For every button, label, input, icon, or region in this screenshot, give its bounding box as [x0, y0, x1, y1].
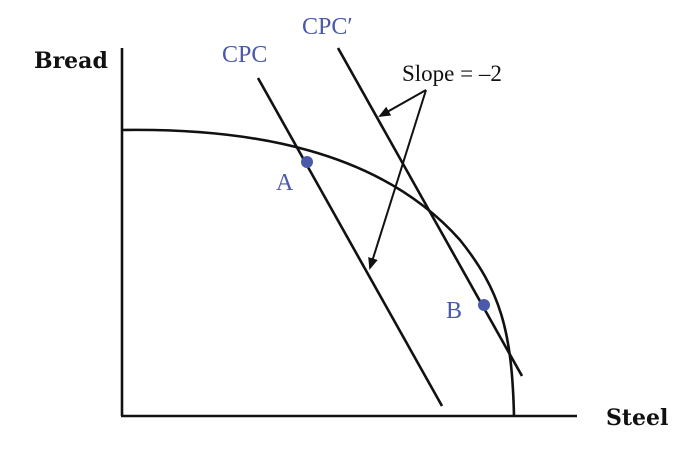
- slope-arrow-to-cpc-prime: [378, 89, 427, 117]
- cpc-prime-line: [336, 47, 524, 377]
- point-a-label: A: [276, 170, 294, 196]
- cpc-label: CPC: [222, 42, 267, 68]
- point-b-label: B: [446, 298, 462, 324]
- x-axis-label: Steel: [606, 405, 668, 431]
- cpc-prime-label: CPC′: [302, 14, 353, 40]
- production-possibility-curve: [121, 128, 516, 417]
- point-b-marker: [478, 299, 490, 311]
- slope-annotation: Slope = –2: [402, 61, 502, 86]
- point-a-marker: [301, 156, 313, 168]
- y-axis-label: Bread: [34, 48, 108, 74]
- slope-arrow-to-cpc: [368, 89, 427, 270]
- cpc-line: [256, 77, 444, 407]
